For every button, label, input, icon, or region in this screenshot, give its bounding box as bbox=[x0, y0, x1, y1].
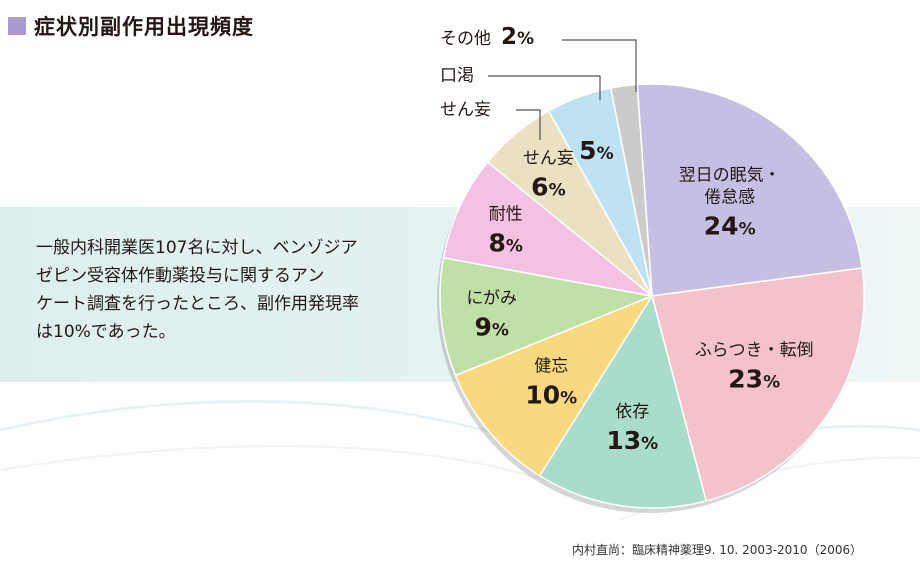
pie-slices bbox=[439, 83, 865, 509]
pie-slice bbox=[609, 83, 653, 297]
pie-slice bbox=[454, 294, 654, 477]
description-text: 一般内科開業医107名に対し、ベンゾジア ゼピン受容体作動薬投与に関するアン ケ… bbox=[36, 234, 426, 346]
data-label-percent: % bbox=[492, 320, 509, 340]
pie-slice bbox=[636, 83, 863, 297]
data-label-name: 健忘 bbox=[534, 357, 568, 377]
callout: せん妄 bbox=[440, 100, 541, 140]
callout: その他 2% bbox=[440, 24, 637, 92]
data-label-name: 耐性 bbox=[489, 204, 523, 224]
data-label-percent: % bbox=[763, 372, 780, 392]
description-line: 一般内科開業医107名に対し、ベンゾジア bbox=[36, 238, 358, 258]
description-line: は10%であった。 bbox=[36, 322, 176, 342]
callout-label: せん妄 bbox=[440, 100, 491, 120]
pie-slice bbox=[439, 256, 655, 377]
data-label-percent: % bbox=[739, 220, 756, 240]
description-line: ゼピン受容体作動薬投与に関するアン bbox=[36, 266, 325, 286]
data-label-percent: % bbox=[641, 434, 658, 454]
callout-value: 2 bbox=[501, 24, 517, 50]
citation: 内村直尚：臨床精神薬理9. 10. 2003-2010（2006） bbox=[572, 543, 863, 557]
description-line: ケート調査を行ったところ、副作用発現率 bbox=[36, 294, 359, 314]
pie-slice bbox=[651, 267, 865, 502]
data-label-percent: % bbox=[560, 389, 577, 409]
callout-label: 口渇 bbox=[440, 66, 474, 86]
leader-line bbox=[516, 109, 541, 140]
pie-slice bbox=[538, 294, 708, 509]
data-label-name: 依存 bbox=[615, 402, 649, 422]
data-label-percent: % bbox=[506, 236, 523, 256]
data-label-percent: % bbox=[597, 144, 614, 164]
chart-title-text: 症状別副作用出現頻度 bbox=[34, 15, 254, 39]
data-label-name: 翌日の眠気・ bbox=[679, 166, 781, 186]
title-square-icon bbox=[8, 17, 26, 35]
callout-label: その他 2% bbox=[440, 24, 534, 50]
data-label-name: せん妄 bbox=[523, 149, 574, 169]
pie-slice bbox=[442, 160, 653, 297]
leader-line bbox=[488, 75, 601, 100]
callout: 口渇 bbox=[440, 66, 601, 100]
callout-percent: % bbox=[517, 29, 534, 49]
pie-labels: 翌日の眠気・倦怠感24%ふらつき・転倒23%依存13%健忘10%にがみ9%耐性8… bbox=[440, 24, 814, 455]
data-label-name: 倦怠感 bbox=[704, 188, 755, 208]
chart-title: 症状別副作用出現頻度 bbox=[8, 11, 254, 41]
data-label-name: にがみ bbox=[466, 288, 517, 308]
data-label-percent: % bbox=[549, 181, 566, 201]
data-label-name: ふらつき・転倒 bbox=[695, 340, 814, 360]
leader-line bbox=[562, 39, 637, 92]
data-label-value: 5% bbox=[579, 136, 613, 165]
